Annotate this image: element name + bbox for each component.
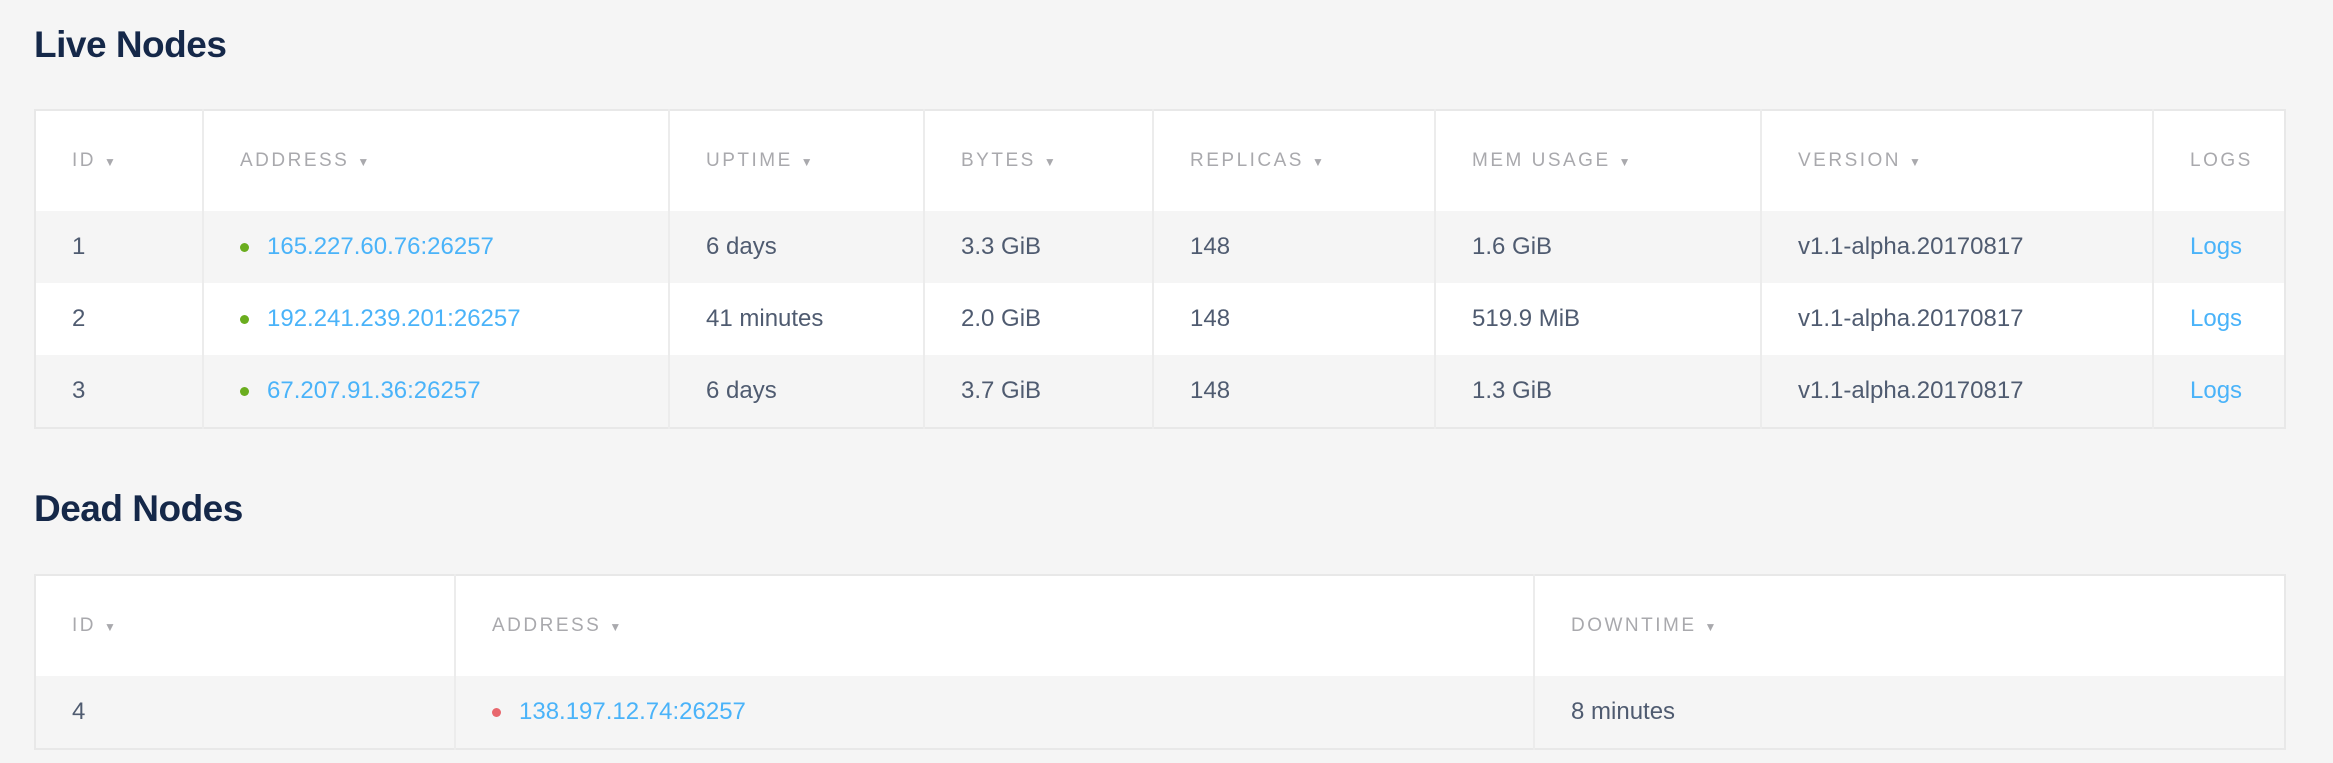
column-header-id[interactable]: ID ▼ [35,575,455,676]
sort-arrow-icon[interactable]: ▼ [104,620,116,634]
logs-link[interactable]: Logs [2190,305,2243,332]
bytes: 3.7 GiB [961,377,1042,404]
sort-arrow-icon[interactable]: ▼ [104,155,116,169]
table-row: 2 192.241.239.201:26257 41 minutes 2.0 GiB 1… [35,283,2285,355]
address-cell: 165.227.60.76:26257 [202,211,669,283]
replicas: 148 [1190,305,1231,332]
logs-link[interactable]: Logs [2190,377,2243,404]
version-cell: v1.1-alpha.20170817 [1760,283,2153,355]
mem-usage: 1.6 GiB [1472,233,1553,260]
column-label: VERSION [1798,150,1902,171]
bytes: 3.3 GiB [961,233,1042,260]
status-dot-icon [240,243,249,253]
dead-nodes-table: ID ▼ ADDRESS ▼ DOWNTIME ▼ 4 138.197.12.74:2625… [34,574,2286,750]
sort-arrow-icon[interactable]: ▼ [1043,155,1056,169]
uptime: 6 days [706,233,777,260]
uptime-cell: 6 days [668,355,924,428]
live-nodes-title: Live Nodes [34,24,227,65]
sort-arrow-icon[interactable]: ▼ [609,620,622,634]
column-header-version[interactable]: VERSION ▼ [1760,110,2153,211]
version-cell: v1.1-alpha.20170817 [1760,211,2153,283]
live-nodes-table: ID ▼ ADDRESS ▼ UPTIME ▼ BYTES ▼ REPLICAS ▼ MEM USA… [34,109,2286,429]
downtime: 8 minutes [1571,698,1676,725]
bytes-cell: 2.0 GiB [923,283,1153,355]
bytes: 2.0 GiB [961,305,1042,332]
column-header-logs: LOGS [2152,110,2285,211]
uptime-cell: 41 minutes [668,283,924,355]
mem-usage: 1.3 GiB [1472,377,1553,404]
replicas: 148 [1190,377,1231,404]
logs-link[interactable]: Logs [2190,233,2243,260]
logs-link-cell: Logs [2152,355,2285,428]
column-header-replicas[interactable]: REPLICAS ▼ [1152,110,1435,211]
node-id-cell: 3 [35,355,203,428]
status-dot-icon [240,315,249,325]
node-id-cell: 1 [35,211,203,283]
column-label: ID [72,150,96,171]
mem-usage-cell: 1.3 GiB [1434,355,1761,428]
column-label: ADDRESS [240,150,350,171]
replicas-cell: 148 [1152,355,1435,428]
column-label: ADDRESS [492,615,602,636]
uptime-cell: 6 days [668,211,924,283]
mem-usage-cell: 1.6 GiB [1434,211,1761,283]
node-id-cell: 4 [35,676,455,749]
sort-arrow-icon[interactable]: ▼ [1704,620,1717,634]
uptime: 6 days [706,377,777,404]
node-address-link[interactable]: 192.241.239.201:26257 [267,305,521,332]
node-id: 4 [72,698,86,725]
node-id: 2 [72,305,86,332]
node-id-cell: 2 [35,283,203,355]
logs-link-cell: Logs [2152,283,2285,355]
column-label: LOGS [2190,150,2253,171]
replicas: 148 [1190,233,1231,260]
node-id: 3 [72,377,86,404]
replicas-cell: 148 [1152,283,1435,355]
mem-usage-cell: 519.9 MiB [1434,283,1761,355]
sort-arrow-icon[interactable]: ▼ [1311,155,1324,169]
node-id: 1 [72,233,86,260]
node-address-link[interactable]: 165.227.60.76:26257 [267,233,494,260]
version: v1.1-alpha.20170817 [1798,233,2024,260]
downtime-cell: 8 minutes [1533,676,2285,749]
table-row: 1 165.227.60.76:26257 6 days 3.3 GiB 148 1.6 … [35,211,2285,283]
version: v1.1-alpha.20170817 [1798,305,2024,332]
column-label: BYTES [961,150,1036,171]
address-cell: 192.241.239.201:26257 [202,283,669,355]
column-header-mem-usage[interactable]: MEM USAGE ▼ [1434,110,1761,211]
status-dot-icon [492,708,501,718]
sort-arrow-icon[interactable]: ▼ [1909,155,1921,169]
sort-arrow-icon[interactable]: ▼ [1618,155,1631,169]
node-address-link[interactable]: 67.207.91.36:26257 [267,377,481,404]
uptime: 41 minutes [706,305,824,332]
column-header-address[interactable]: ADDRESS ▼ [202,110,669,211]
column-header-uptime[interactable]: UPTIME ▼ [668,110,924,211]
column-header-bytes[interactable]: BYTES ▼ [923,110,1153,211]
table-row: 3 67.207.91.36:26257 6 days 3.7 GiB 148 1.3 G… [35,355,2285,428]
column-header-downtime[interactable]: DOWNTIME ▼ [1533,575,2285,676]
column-label: DOWNTIME [1571,615,1697,636]
column-label: UPTIME [706,150,793,171]
address-cell: 67.207.91.36:26257 [202,355,669,428]
replicas-cell: 148 [1152,211,1435,283]
bytes-cell: 3.7 GiB [923,355,1153,428]
column-label: ID [72,615,96,636]
dead-nodes-title: Dead Nodes [34,488,243,529]
mem-usage: 519.9 MiB [1472,305,1581,332]
status-dot-icon [240,387,249,397]
version-cell: v1.1-alpha.20170817 [1760,355,2153,428]
version: v1.1-alpha.20170817 [1798,377,2024,404]
bytes-cell: 3.3 GiB [923,211,1153,283]
table-row: 4 138.197.12.74:26257 8 minutes [35,676,2285,749]
column-label: REPLICAS [1190,150,1304,171]
address-cell: 138.197.12.74:26257 [454,676,1534,749]
column-header-address[interactable]: ADDRESS ▼ [454,575,1534,676]
sort-arrow-icon[interactable]: ▼ [800,155,813,169]
node-address-link[interactable]: 138.197.12.74:26257 [519,698,746,725]
column-label: MEM USAGE [1472,150,1611,171]
column-header-id[interactable]: ID ▼ [35,110,203,211]
sort-arrow-icon[interactable]: ▼ [357,155,370,169]
logs-link-cell: Logs [2152,211,2285,283]
